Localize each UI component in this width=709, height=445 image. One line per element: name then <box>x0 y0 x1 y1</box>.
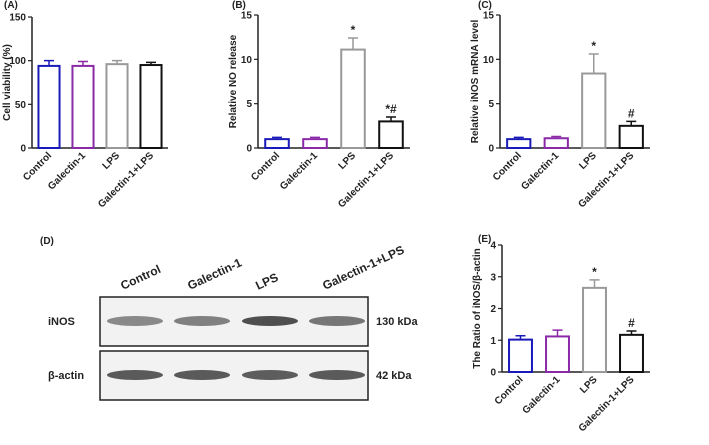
bar <box>581 72 607 149</box>
y-tick-label: 15 <box>241 11 253 22</box>
error-bar <box>588 53 599 74</box>
y-axis-label: Relative iNOS mRNA level <box>470 20 481 144</box>
bar <box>302 138 328 149</box>
error-bar <box>44 59 54 66</box>
x-tick-label: LPS <box>337 150 359 172</box>
error-bar <box>386 116 396 122</box>
bar <box>506 138 532 149</box>
panel-label: (B) <box>232 0 246 11</box>
y-tick-label: 3 <box>490 272 496 283</box>
panel-label: (D) <box>40 236 54 247</box>
y-tick-label: 5 <box>246 99 252 110</box>
y-tick-label: 0 <box>488 144 494 155</box>
lane-label: Galectin-1 <box>185 255 244 292</box>
y-axis-label: The Ratio of iNOS/β-actin <box>472 248 483 369</box>
bar <box>71 64 95 149</box>
x-tick-label: LPS <box>577 150 599 172</box>
x-tick-label: Control <box>491 150 524 183</box>
y-tick-label: 10 <box>483 55 495 66</box>
y-axis-label: Relative NO release <box>228 34 239 128</box>
significance-label: # <box>628 106 635 120</box>
x-tick-label: LPS <box>101 150 123 172</box>
significance-label: * <box>592 265 597 279</box>
bar <box>105 63 129 149</box>
blot-band <box>174 370 230 380</box>
size-label: 130 kDa <box>376 316 418 328</box>
error-bar <box>78 60 88 66</box>
size-label: 42 kDa <box>376 370 412 382</box>
error-bar <box>626 330 637 335</box>
blot-band <box>242 316 298 326</box>
panel-label: (A) <box>4 0 18 11</box>
row-label: iNOS <box>48 316 75 328</box>
y-tick-label: 2 <box>490 304 496 315</box>
blot-band <box>309 370 365 380</box>
error-bar <box>310 136 320 140</box>
blot-band <box>242 370 298 380</box>
significance-label: * <box>351 23 356 37</box>
y-axis-label: Cell viability (%) <box>2 44 13 121</box>
error-bar <box>626 120 637 126</box>
panel-label: (C) <box>478 0 492 11</box>
y-tick-label: 4 <box>490 241 496 252</box>
error-bar <box>552 329 563 337</box>
y-tick-label: 100 <box>9 56 26 67</box>
bar <box>139 64 163 149</box>
significance-label: *# <box>385 102 397 116</box>
panel-label: (E) <box>478 234 491 245</box>
error-bar <box>589 279 600 288</box>
bar <box>37 64 61 149</box>
bar <box>545 335 570 374</box>
x-tick-label: LPS <box>578 374 600 396</box>
bar <box>340 48 366 149</box>
blot-band <box>309 316 365 326</box>
bar <box>264 138 290 149</box>
blot-band <box>107 316 163 326</box>
lane-label: Galectin-1+LPS <box>320 243 406 293</box>
y-tick-label: 5 <box>488 99 494 110</box>
bar <box>618 124 644 150</box>
x-tick-label: Galectin-1 <box>278 150 320 192</box>
bar <box>378 120 404 150</box>
error-bar <box>112 59 122 65</box>
error-bar <box>272 136 282 140</box>
x-tick-label: Galectin-1 <box>46 150 88 192</box>
error-bar <box>515 335 526 340</box>
lane-label: Control <box>118 262 163 293</box>
x-tick-label: Galectin-1 <box>521 374 563 416</box>
y-tick-label: 15 <box>483 11 495 22</box>
y-tick-label: 50 <box>15 100 27 111</box>
x-tick-label: Control <box>249 150 282 183</box>
x-tick-label: Control <box>21 150 54 183</box>
error-bar <box>551 135 562 139</box>
y-tick-label: 150 <box>9 13 26 24</box>
x-tick-label: Control <box>493 374 526 407</box>
row-label: β-actin <box>48 370 84 382</box>
bar <box>543 137 569 150</box>
significance-label: # <box>628 316 635 330</box>
blot-band <box>174 316 230 326</box>
bar <box>508 338 533 373</box>
y-tick-label: 0 <box>20 144 26 155</box>
blot-band <box>107 370 163 380</box>
error-bar <box>146 61 156 66</box>
significance-label: * <box>591 39 596 53</box>
y-tick-label: 1 <box>490 336 496 347</box>
lane-label: LPS <box>253 270 280 293</box>
error-bar <box>348 37 358 50</box>
bar <box>582 286 607 373</box>
x-tick-label: Galectin-1 <box>519 150 561 192</box>
y-tick-label: 10 <box>241 55 253 66</box>
y-tick-label: 0 <box>246 144 252 155</box>
bar <box>619 333 644 374</box>
error-bar <box>513 136 524 140</box>
y-tick-label: 0 <box>490 368 496 379</box>
